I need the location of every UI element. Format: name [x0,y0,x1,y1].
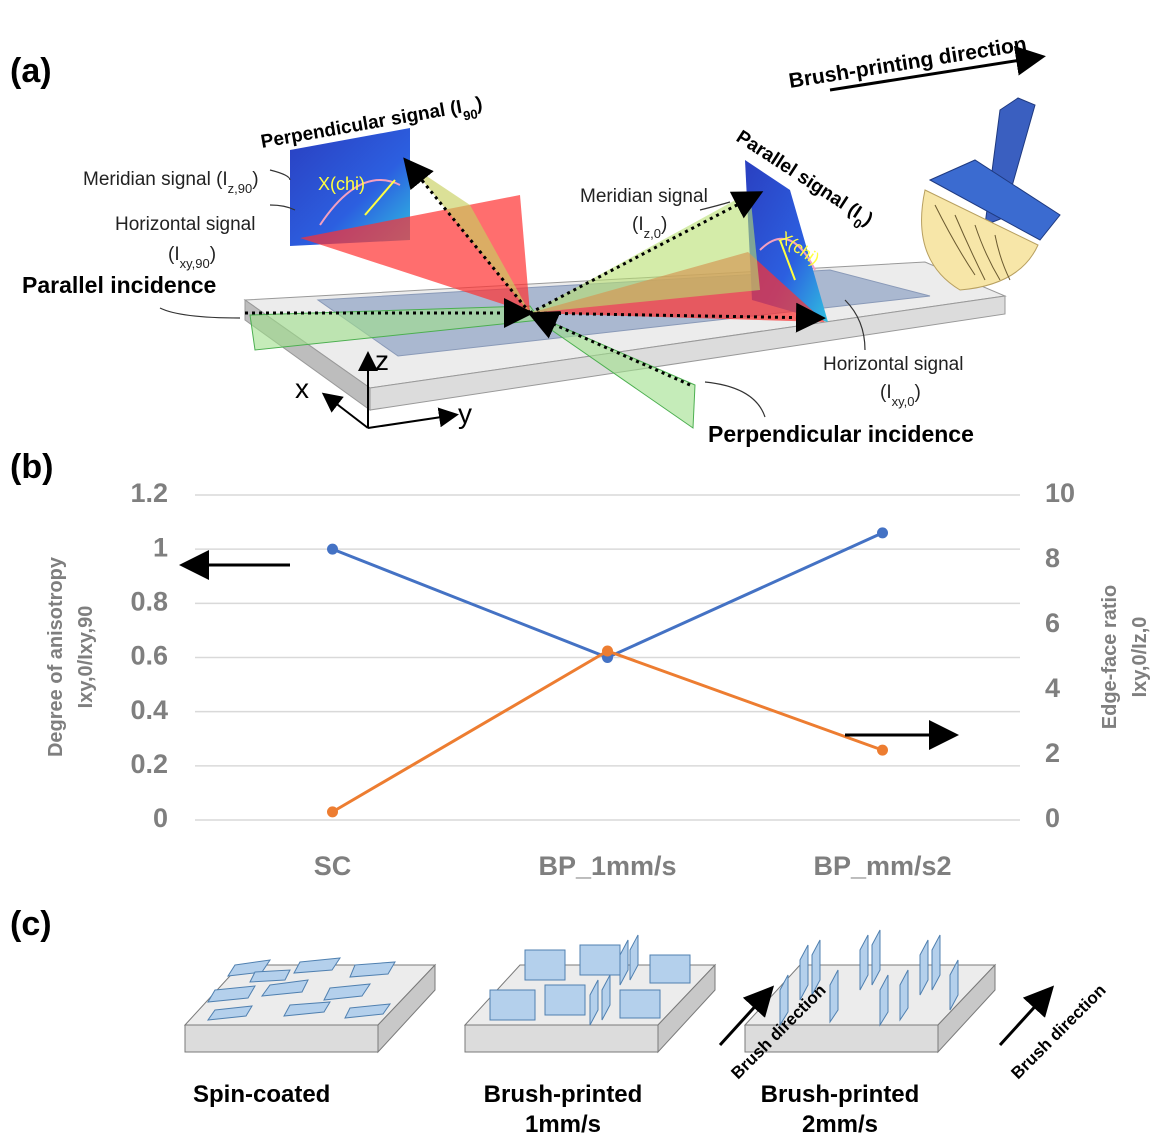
sample-label: Spin-coated [193,1081,330,1108]
y2-tick-label: 6 [1045,608,1060,638]
y-axis-label: Ixy,0/Ixy,90 [75,606,97,709]
x-tick-label: SC [314,851,352,881]
chi-label: X(chi) [318,174,365,194]
label-sub: xy,90 [180,256,210,271]
y2-tick-label: 10 [1045,478,1075,508]
panel-label: (a) [10,52,52,90]
y2-tick-label: 8 [1045,543,1060,573]
sample-label: 1mm/s [525,1111,601,1138]
axis-name: y [458,398,472,429]
label-sub: xy,0 [892,394,915,409]
horizontal-label: (Ixy,90) [168,244,216,271]
data-point [327,544,338,555]
sample-label: Brush-printed [484,1081,643,1108]
brush-direction-label: Brush direction [1007,981,1109,1083]
axis-name: x [295,373,309,404]
data-point [327,806,338,817]
y-axis-label: Degree of anisotropy [45,556,67,757]
x-tick-label: BP_mm/s2 [813,851,951,881]
brush-direction-label: Brush-printing direction [787,33,1028,93]
horizontal-label: (Ixy,0) [880,382,921,409]
label-sub: z,0 [644,226,661,241]
y-tick-label: 0.8 [130,586,168,616]
meridian-label: Meridian signal (Iz,90) [83,169,259,196]
y2-axis-label: Ixy,0/Iz,0 [1129,617,1151,698]
label-part: (I [168,244,180,265]
label-part: (I [880,382,892,403]
horizontal-label: Horizontal signal [115,214,255,235]
y2-tick-label: 4 [1045,673,1060,703]
sample-label: 2mm/s [802,1111,878,1138]
label-part: ) [252,169,258,190]
series-line [333,651,883,812]
y2-tick-label: 2 [1045,738,1060,768]
incidence-label: Parallel incidence [22,272,216,298]
figure: (a) Brush-printing direction Perpendicul… [0,0,1158,1140]
y-tick-label: 0.4 [130,695,168,725]
diagram-c [185,930,1050,1052]
y2-axis-label: Edge-face ratio [1099,585,1121,729]
chart: 0 0.2 0.4 0.6 0.8 1 1.2 0 2 4 6 8 10 SC BP_1mm/s BP_mm/… [130,478,1075,881]
meridian-label: Meridian signal [580,186,708,207]
incidence-label: Perpendicular incidence [708,421,974,447]
y2-tick-label: 0 [1045,803,1060,833]
meridian-label: (Iz,0) [632,214,667,241]
label-part: ) [661,214,667,235]
y-tick-label: 1 [153,532,168,562]
label-part: Meridian signal (I [83,169,228,190]
panel-label: (c) [10,905,52,943]
data-point [877,745,888,756]
horizontal-label: Horizontal signal [823,354,963,375]
x-tick-label: BP_1mm/s [538,851,676,881]
y-tick-label: 0.6 [130,641,168,671]
panel-label: (b) [10,448,53,486]
data-point [602,646,613,657]
data-point [877,527,888,538]
y-tick-label: 1.2 [130,478,168,508]
label-part: (I [632,214,644,235]
label-part: ) [915,382,921,403]
y-tick-label: 0 [153,803,168,833]
label-sub: z,90 [228,181,253,196]
sample-label: Brush-printed [761,1081,920,1108]
series-line [333,533,883,658]
label-part: ) [210,244,216,265]
axis-name: z [375,345,389,376]
y-tick-label: 0.2 [130,749,168,779]
